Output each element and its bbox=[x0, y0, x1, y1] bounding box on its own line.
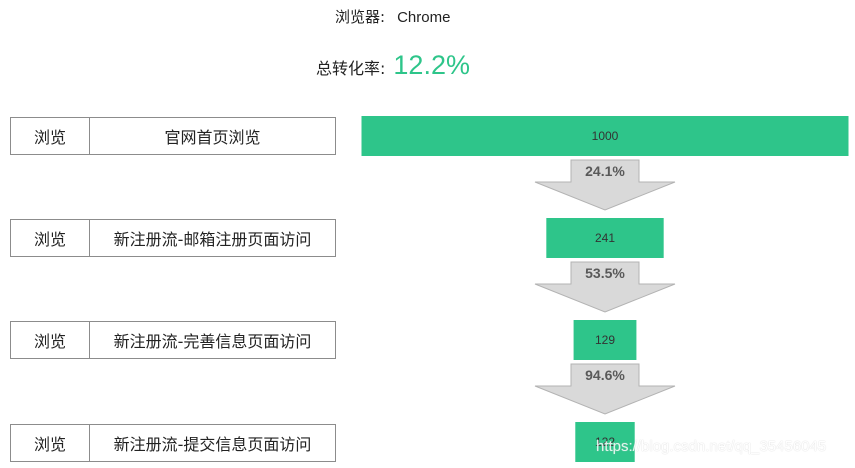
funnel-step-row: 浏览 官网首页浏览 bbox=[10, 117, 336, 155]
step-stage: 新注册流-邮箱注册页面访问 bbox=[113, 230, 312, 249]
funnel-bar bbox=[573, 320, 637, 360]
conversion-arrow bbox=[534, 261, 676, 313]
funnel-step-row: 浏览 新注册流-提交信息页面访问 bbox=[10, 424, 336, 462]
conversion-rate-label: 24.1% bbox=[585, 163, 625, 179]
total-conversion-value: 12.2% bbox=[393, 50, 470, 80]
funnel-bar bbox=[546, 218, 664, 258]
funnel-bar-value: 129 bbox=[595, 333, 615, 347]
step-stage: 新注册流-提交信息页面访问 bbox=[113, 435, 312, 454]
step-stage: 官网首页浏览 bbox=[164, 128, 261, 147]
total-conversion-label: 总转化率: bbox=[316, 59, 386, 78]
step-stage: 新注册流-完善信息页面访问 bbox=[113, 332, 312, 351]
step-category: 浏览 bbox=[11, 118, 90, 154]
funnel-step-row: 浏览 新注册流-完善信息页面访问 bbox=[10, 321, 336, 359]
browser-label: 浏览器: bbox=[335, 8, 386, 26]
funnel-step-row: 浏览 新注册流-邮箱注册页面访问 bbox=[10, 219, 336, 257]
conversion-arrow bbox=[534, 159, 676, 211]
funnel-bar bbox=[361, 116, 849, 156]
browser-filter: 浏览器: Chrome bbox=[335, 6, 450, 27]
funnel-bar-value: 1000 bbox=[592, 129, 619, 143]
step-category: 浏览 bbox=[11, 322, 90, 358]
funnel-bar-value: 122 bbox=[595, 435, 615, 449]
browser-value: Chrome bbox=[397, 9, 451, 26]
conversion-arrow bbox=[534, 363, 676, 415]
watermark: https://blog.csdn.net/qq_35456045 bbox=[596, 438, 827, 455]
funnel-bar bbox=[575, 422, 635, 462]
conversion-rate-label: 53.5% bbox=[585, 265, 625, 281]
conversion-rate-label: 94.6% bbox=[585, 367, 625, 383]
total-conversion: 总转化率: 12.2% bbox=[316, 50, 470, 81]
funnel-bar-value: 241 bbox=[595, 231, 615, 245]
step-category: 浏览 bbox=[11, 425, 90, 461]
step-category: 浏览 bbox=[11, 220, 90, 256]
